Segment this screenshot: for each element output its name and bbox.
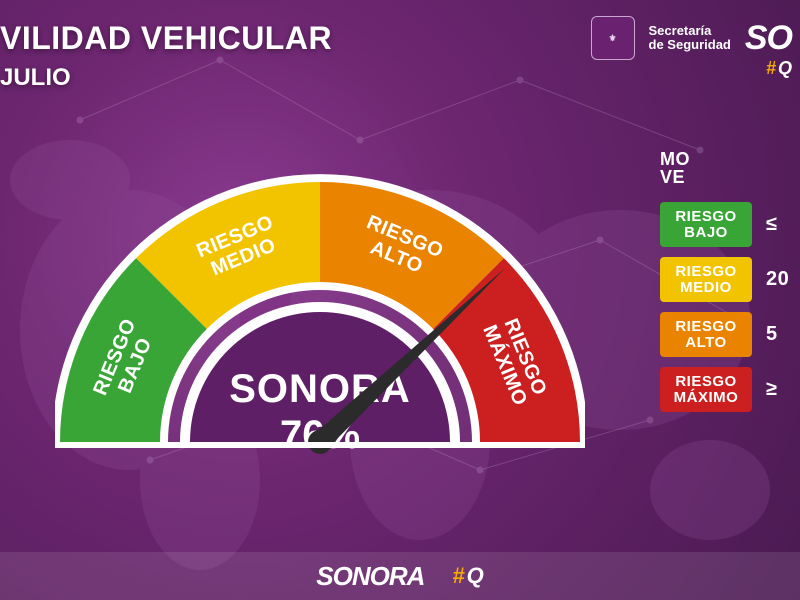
legend-value: ≤	[766, 213, 777, 236]
legend-title: MO VE	[660, 150, 800, 186]
footer-tag-text: Q	[467, 563, 484, 589]
legend-value: 5	[766, 323, 778, 346]
page-subtitle: JULIO	[0, 64, 71, 92]
legend-row: RIESGOALTO 5	[660, 312, 800, 357]
footer-tag: # Q	[452, 563, 483, 589]
crest-icon: ⚜	[591, 16, 635, 60]
legend-value: 20	[766, 268, 789, 291]
stage: VILIDAD VEHICULAR JULIO ⚜ Secretaría de …	[0, 0, 800, 600]
legend-row: RIESGOMÁXIMO ≥	[660, 367, 800, 412]
risk-gauge: RIESGOBAJORIESGOMEDIORIESGOALTORIESGOMÁX…	[55, 160, 585, 470]
header-tag-text: Q	[778, 58, 792, 79]
secretaria-label: Secretaría de Seguridad	[649, 24, 731, 51]
legend-row: RIESGOBAJO ≤	[660, 202, 800, 247]
footer-bar: SONORA # Q	[0, 552, 800, 600]
hash-icon: #	[766, 58, 776, 79]
legend-box: RIESGOMEDIO	[660, 257, 752, 302]
legend-row: RIESGOMEDIO 20	[660, 257, 800, 302]
legend-title-l1: MO	[660, 149, 690, 169]
legend-box: RIESGOALTO	[660, 312, 752, 357]
hash-icon: #	[452, 563, 464, 589]
legend-box: RIESGOBAJO	[660, 202, 752, 247]
secretaria-line1: Secretaría	[649, 24, 731, 38]
legend-title-l2: VE	[660, 167, 685, 187]
brand-fragment: SO	[745, 19, 792, 58]
header-right: ⚜ Secretaría de Seguridad SO	[591, 16, 792, 60]
secretaria-line2: de Seguridad	[649, 38, 731, 52]
legend-box: RIESGOMÁXIMO	[660, 367, 752, 412]
footer-brand: SONORA	[316, 561, 424, 592]
page-title: VILIDAD VEHICULAR	[0, 20, 332, 57]
legend: MO VE RIESGOBAJO ≤ RIESGOMEDIO 20 RIESGOALTO…	[660, 150, 800, 412]
header-tag: # Q	[766, 58, 792, 79]
legend-value: ≥	[766, 378, 777, 401]
